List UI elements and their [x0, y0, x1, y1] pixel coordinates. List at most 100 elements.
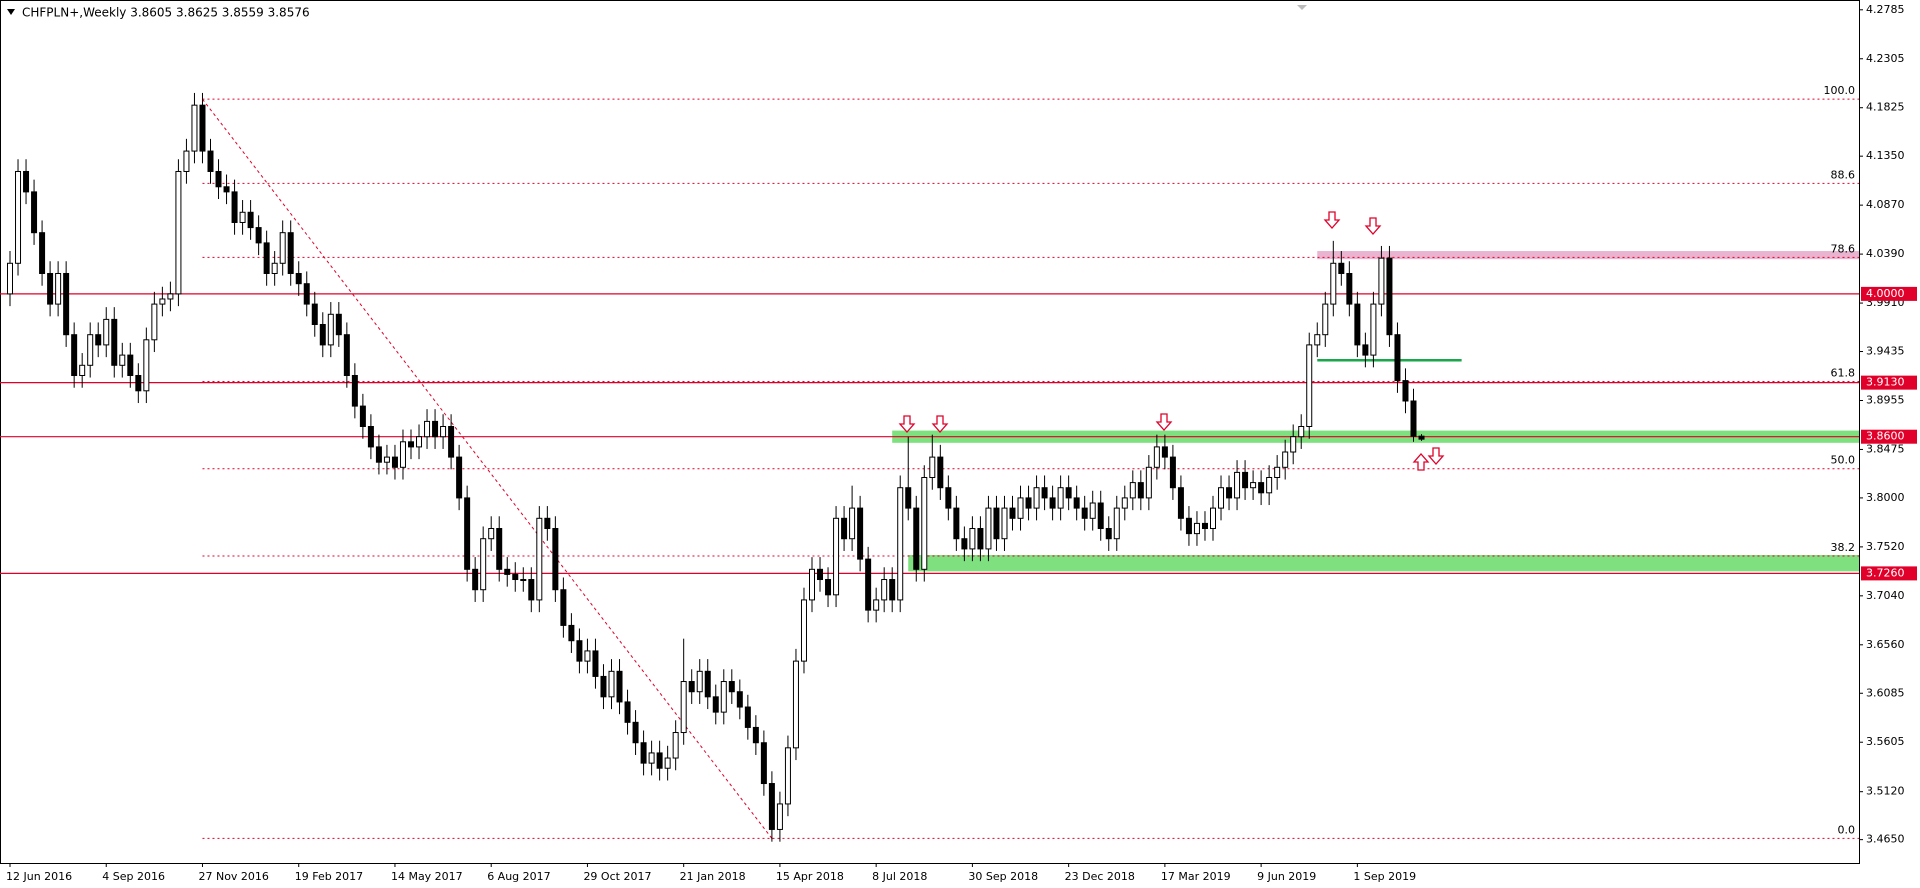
candle-body — [1330, 262, 1337, 305]
candle-body — [335, 313, 342, 336]
candle-body — [1290, 436, 1297, 453]
zone — [1317, 251, 1859, 260]
candle-body — [776, 803, 783, 830]
candle-body — [199, 104, 206, 152]
candle-body — [937, 456, 944, 489]
candle-body — [873, 599, 880, 611]
y-tick-label: 4.1350 — [1866, 149, 1905, 162]
candle-body — [47, 272, 54, 305]
x-tick-label: 23 Dec 2018 — [1065, 870, 1135, 883]
level-price-box — [1861, 375, 1917, 390]
candle-body — [1161, 446, 1168, 458]
candle-body — [1402, 380, 1409, 402]
candle-body — [87, 334, 94, 366]
candle-body — [496, 528, 503, 570]
candle-body — [600, 675, 607, 698]
candle-body — [311, 303, 318, 325]
candle-body — [680, 681, 687, 734]
candle-body — [223, 186, 230, 193]
x-tick-label: 1 Sep 2019 — [1353, 870, 1416, 883]
candle-body — [255, 227, 262, 244]
level-price-box — [1861, 286, 1917, 301]
candle-body — [1185, 517, 1192, 535]
fib-label: 88.6 — [1831, 168, 1856, 181]
candle-body — [504, 568, 511, 575]
candle-body — [865, 558, 872, 611]
candle-body — [351, 374, 358, 407]
candle-body — [416, 436, 423, 448]
candle-body — [63, 272, 70, 336]
candle-body — [945, 487, 952, 509]
candle-body — [39, 232, 46, 274]
candle-body — [359, 405, 366, 428]
y-tick-label: 3.5605 — [1866, 735, 1905, 748]
candle-body — [1266, 477, 1273, 494]
x-tick-label: 12 Jun 2016 — [6, 870, 72, 883]
candle-body — [1226, 487, 1233, 499]
y-tick-label: 3.9435 — [1866, 345, 1905, 358]
x-tick-label: 30 Sep 2018 — [968, 870, 1038, 883]
candle-body — [913, 507, 920, 570]
candle-body — [1218, 487, 1225, 509]
y-tick-label: 3.6560 — [1866, 638, 1905, 651]
fib-label: 100.0 — [1824, 84, 1856, 97]
candle-body — [303, 283, 310, 305]
candle-body — [664, 757, 671, 769]
candle-body — [1322, 303, 1329, 336]
candle-body — [159, 298, 166, 305]
candle-body — [263, 242, 270, 274]
shift-marker[interactable] — [1297, 5, 1307, 10]
candle-body — [135, 374, 142, 392]
candle-body — [792, 660, 799, 749]
x-tick-label: 19 Feb 2017 — [295, 870, 363, 883]
signal-arrow — [1155, 413, 1173, 431]
y-tick-label: 4.2785 — [1866, 3, 1905, 16]
candle-body — [1097, 502, 1104, 530]
candle-body — [817, 568, 824, 581]
candle-body — [1338, 262, 1345, 274]
candle-body — [247, 211, 254, 229]
candle-body — [833, 517, 840, 596]
fib-label: 61.8 — [1831, 367, 1856, 380]
candle-body — [1394, 334, 1401, 382]
candle-body — [929, 456, 936, 479]
x-tick-label: 17 Mar 2019 — [1161, 870, 1231, 883]
candle-body — [905, 487, 912, 509]
candle-body — [560, 589, 567, 626]
y-tick-label: 3.4650 — [1866, 833, 1905, 846]
fib-label: 38.2 — [1831, 541, 1856, 554]
y-tick-label: 3.8000 — [1866, 491, 1905, 504]
y-tick-label: 3.5120 — [1866, 785, 1905, 798]
menu-triangle[interactable] — [7, 9, 15, 15]
candle-body — [1041, 487, 1048, 499]
candle-body — [488, 528, 495, 540]
level-price-box — [1861, 429, 1917, 444]
candle-body — [1081, 507, 1088, 519]
candle-body — [1298, 426, 1305, 438]
candle-body — [271, 262, 278, 274]
x-tick-label: 4 Sep 2016 — [102, 870, 165, 883]
level-price-label: 3.9130 — [1866, 376, 1905, 389]
candle-body — [191, 104, 198, 152]
candle-body — [1250, 482, 1257, 489]
candle-body — [287, 232, 294, 274]
candle-body — [440, 426, 447, 438]
candle-body — [977, 528, 984, 550]
candle-body — [1177, 487, 1184, 519]
candle-body — [736, 691, 743, 708]
candle-body — [480, 538, 487, 591]
x-tick-label: 21 Jan 2018 — [680, 870, 746, 883]
candle-body — [31, 191, 38, 234]
candle-body — [961, 538, 968, 550]
candle-body — [552, 528, 559, 591]
candle-body — [921, 477, 928, 570]
y-tick-label: 3.8475 — [1866, 442, 1905, 455]
candle-body — [1370, 303, 1377, 356]
candle-body — [656, 752, 663, 769]
y-tick-label: 3.6085 — [1866, 686, 1905, 699]
candle-body — [1169, 456, 1176, 489]
y-tick-label: 4.0390 — [1866, 247, 1905, 260]
candle-body — [744, 706, 751, 728]
